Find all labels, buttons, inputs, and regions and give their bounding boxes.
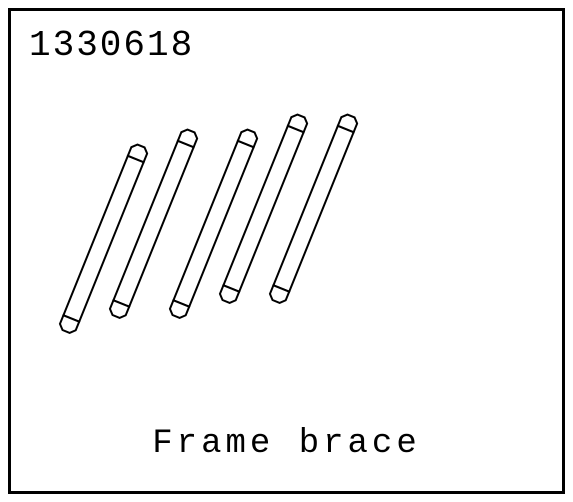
part-label: Frame brace <box>11 425 562 463</box>
part-number: 1330618 <box>29 25 194 66</box>
document-frame: 1330618 Frame brace <box>8 8 565 494</box>
frame-brace-icon <box>311 76 573 356</box>
diagram-area <box>11 101 562 401</box>
